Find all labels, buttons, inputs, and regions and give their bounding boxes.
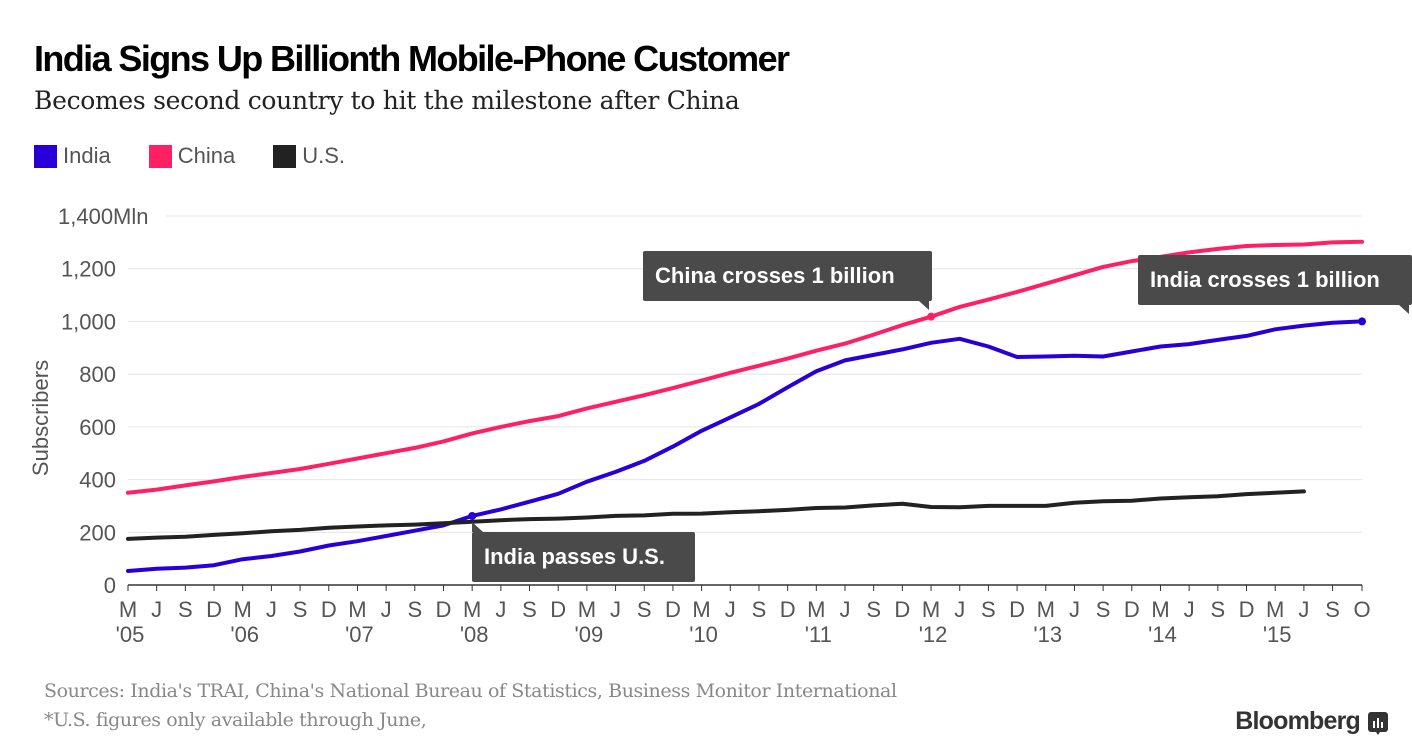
x-tick-label: M: [1151, 597, 1169, 622]
x-year-label: '12: [919, 622, 948, 647]
y-tick-label: 200: [79, 520, 116, 545]
x-year-label: '08: [460, 622, 489, 647]
x-tick-label: S: [178, 597, 193, 622]
x-tick-label: J: [1184, 597, 1195, 622]
x-tick-label: S: [866, 597, 881, 622]
bloomberg-logo: Bloomberg: [1235, 707, 1388, 736]
x-tick-label: D: [436, 597, 452, 622]
x-tick-label: J: [725, 597, 736, 622]
sources-note: Sources: India's TRAI, China's National …: [44, 680, 897, 702]
brand-name: Bloomberg: [1235, 707, 1361, 735]
annotation-pointer: [1399, 305, 1409, 314]
annotation-pointer: [919, 301, 929, 310]
x-tick-label: J: [495, 597, 506, 622]
y-tick-label: 1,000: [61, 309, 116, 334]
x-tick-label: M: [922, 597, 940, 622]
x-tick-label: S: [981, 597, 996, 622]
x-year-label: '13: [1033, 622, 1062, 647]
y-tick-label: 1,200: [61, 257, 116, 282]
legend-swatch-india: [34, 144, 57, 168]
y-tick-label: 1,400Mln: [58, 204, 149, 229]
x-year-label: '11: [805, 622, 832, 647]
x-tick-label: J: [1298, 597, 1309, 622]
x-year-label: '15: [1263, 622, 1292, 647]
legend-swatch-us: [273, 144, 297, 168]
chart-subtitle: Becomes second country to hit the milest…: [34, 86, 740, 115]
legend-label-us: U.S.: [302, 143, 345, 168]
x-tick-label: S: [1096, 597, 1111, 622]
annotation-label: India crosses 1 billion: [1150, 267, 1380, 292]
x-tick-label: M: [692, 597, 710, 622]
x-tick-label: S: [407, 597, 422, 622]
x-tick-label: S: [293, 597, 308, 622]
x-tick-label: D: [1009, 597, 1025, 622]
annotation-box: [472, 532, 695, 582]
x-tick-label: D: [1239, 597, 1255, 622]
annotation-marker: [927, 312, 936, 321]
y-axis-label: Subscribers: [28, 360, 53, 476]
chart-title: India Signs Up Billionth Mobile-Phone Cu…: [34, 38, 790, 79]
x-tick-label: M: [119, 597, 137, 622]
annotation-label: China crosses 1 billion: [655, 263, 895, 288]
annotation-marker: [1358, 317, 1366, 326]
x-tick-label: S: [522, 597, 537, 622]
x-tick-label: S: [637, 597, 652, 622]
annotation-label: India passes U.S.: [484, 544, 665, 569]
x-tick-label: J: [381, 597, 392, 622]
x-year-label: '07: [345, 622, 374, 647]
x-tick-label: D: [894, 597, 910, 622]
x-tick-label: S: [1210, 597, 1225, 622]
x-year-label: '05: [116, 622, 145, 647]
legend-item-china: China: [148, 143, 236, 169]
x-tick-label: M: [807, 597, 825, 622]
x-tick-label: M: [1266, 597, 1284, 622]
annotation-box: [643, 251, 932, 301]
legend-label-india: India: [63, 143, 111, 168]
x-tick-label: D: [780, 597, 796, 622]
x-tick-label: M: [234, 597, 252, 622]
series-line-us: [126, 489, 1306, 541]
legend-swatch-china: [148, 144, 172, 168]
x-year-label: '14: [1148, 622, 1177, 647]
x-tick-label: M: [1037, 597, 1055, 622]
y-tick-label: 800: [79, 362, 116, 387]
y-tick-label: 0: [104, 573, 116, 598]
series-line-india: [126, 319, 1364, 573]
bloomberg-chart-icon: [1368, 711, 1388, 735]
x-tick-label: O: [1353, 597, 1370, 622]
legend-item-india: India: [34, 143, 111, 169]
x-tick-label: D: [1124, 597, 1140, 622]
x-year-label: '06: [230, 622, 259, 647]
legend: India China U.S.: [34, 143, 383, 169]
x-tick-label: J: [266, 597, 277, 622]
annotation-marker: [468, 511, 477, 520]
x-tick-label: J: [954, 597, 965, 622]
x-tick-label: S: [1325, 597, 1340, 622]
x-tick-label: D: [550, 597, 566, 622]
x-year-label: '10: [689, 622, 718, 647]
y-tick-label: 600: [79, 415, 116, 440]
x-tick-label: J: [840, 597, 851, 622]
y-tick-label: 400: [79, 468, 116, 493]
x-tick-label: J: [1069, 597, 1080, 622]
footnote: *U.S. figures only available through Jun…: [44, 709, 427, 731]
x-tick-label: D: [665, 597, 681, 622]
annotation-pointer: [472, 522, 483, 532]
x-tick-label: D: [206, 597, 222, 622]
x-year-label: '09: [575, 622, 604, 647]
x-tick-label: S: [752, 597, 767, 622]
x-tick-label: J: [151, 597, 162, 622]
x-tick-label: D: [321, 597, 337, 622]
annotation-box: [1138, 255, 1412, 305]
legend-label-china: China: [177, 143, 236, 168]
x-tick-label: M: [578, 597, 596, 622]
legend-item-us: U.S.: [273, 143, 345, 169]
x-tick-label: J: [610, 597, 621, 622]
x-tick-label: M: [348, 597, 366, 622]
x-tick-label: M: [463, 597, 481, 622]
